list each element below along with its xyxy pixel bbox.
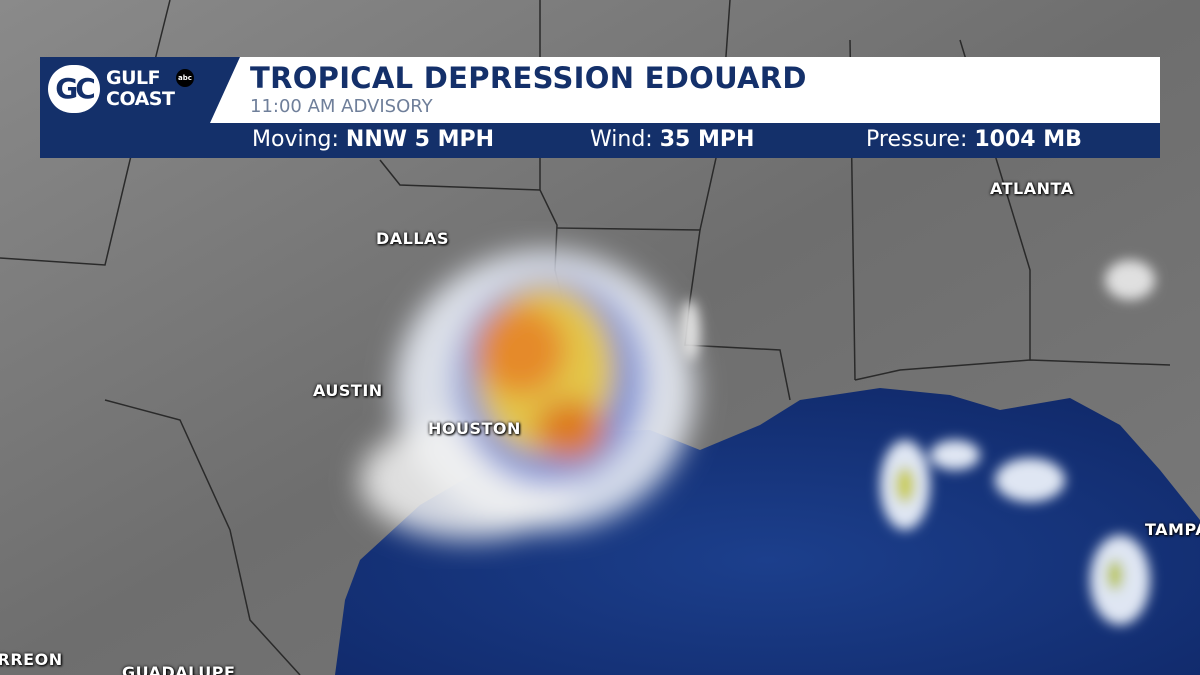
stat: Wind: 35 MPH [590, 127, 754, 152]
storm-clouds [360, 250, 695, 540]
station-logo: GC GULF COAST abc [40, 57, 240, 123]
stat-label: Moving: [252, 127, 339, 152]
subtitle: 11:00 AM ADVISORY [250, 96, 433, 117]
logo-mark: GC [48, 65, 100, 113]
stat-value: NNW 5 MPH [345, 127, 495, 152]
city-label: HOUSTON [428, 419, 521, 438]
network-logo: abc [176, 69, 194, 87]
stat-value: 35 MPH [659, 127, 755, 152]
city-label: TORREON [0, 650, 63, 669]
city-label: DALLAS [376, 229, 449, 248]
stat-value: 1004 MB [974, 127, 1082, 152]
city-label: AUSTIN [313, 381, 383, 400]
stat: Moving: NNW 5 MPH [252, 127, 494, 152]
scattered-clouds [680, 260, 1155, 625]
banner-stats-bar [40, 123, 1160, 158]
advisory-banner: GC GULF COAST abc TROPICAL DEPRESSION ED… [40, 57, 1160, 158]
title: TROPICAL DEPRESSION EDOUARD [250, 61, 807, 95]
city-label: GUADALUPE [122, 663, 236, 675]
logo-line: COAST [106, 88, 175, 110]
stat-label: Wind: [590, 127, 653, 152]
logo-line: GULF [106, 67, 161, 89]
city-label: TAMPA [1145, 520, 1200, 539]
stat-label: Pressure: [866, 127, 968, 152]
stat: Pressure: 1004 MB [866, 127, 1082, 152]
city-label: ATLANTA [990, 179, 1074, 198]
